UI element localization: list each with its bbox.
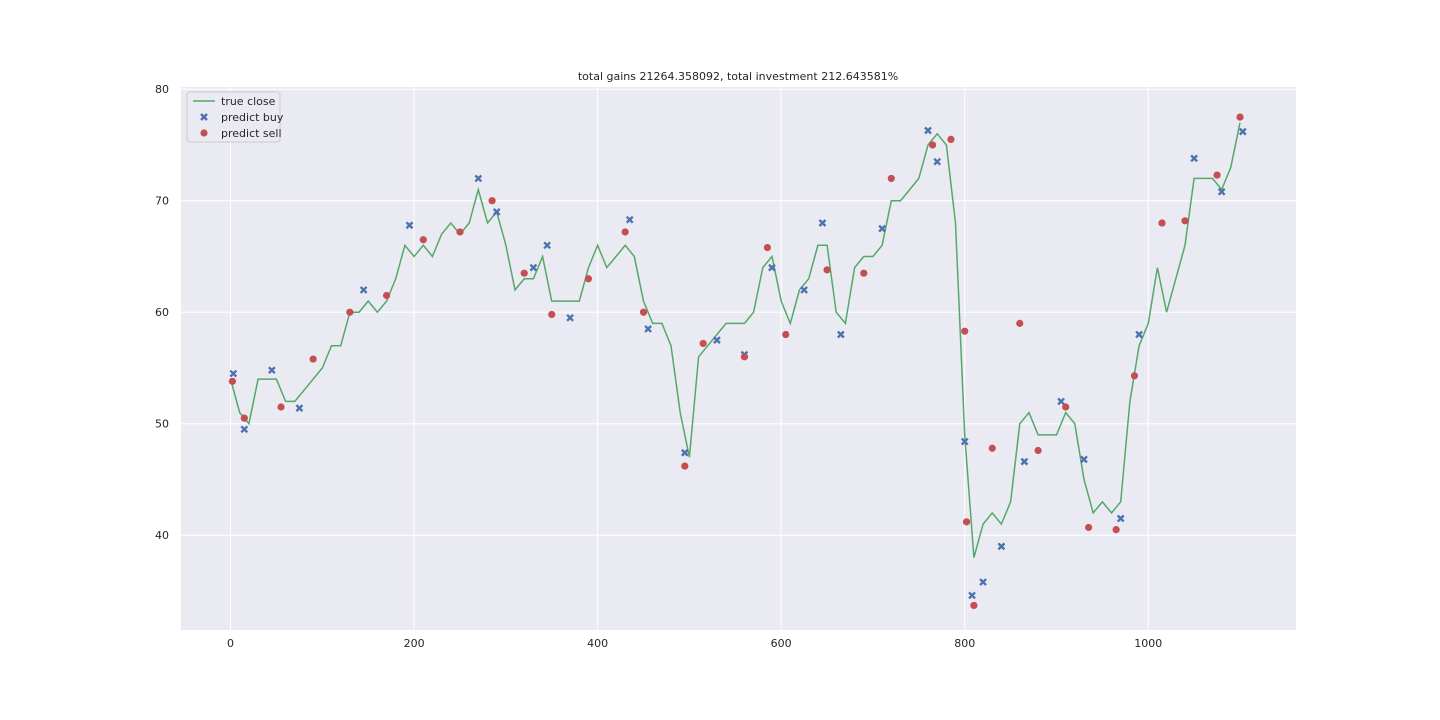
sell-marker — [1034, 446, 1042, 455]
sell-marker — [1062, 403, 1070, 411]
buy-marker — [492, 208, 501, 216]
sell-marker — [699, 339, 707, 348]
price-line — [229, 122, 1241, 558]
y-tick-label: 50 — [155, 418, 169, 431]
y-tick-label: 60 — [155, 306, 169, 319]
buy-marker — [979, 578, 987, 586]
plot-area — [181, 87, 1296, 630]
buy-marker — [405, 221, 414, 230]
legend-label: predict buy — [221, 111, 284, 124]
buy-marker — [240, 425, 249, 434]
buy-marker — [625, 215, 634, 224]
y-tick-label: 80 — [155, 83, 169, 96]
legend: true close predict buy predict sell — [186, 91, 284, 143]
sell-marker — [277, 403, 285, 411]
sell-marker — [740, 353, 749, 361]
sell-marker — [970, 601, 978, 610]
sell-marker — [419, 236, 427, 244]
x-tick-label: 1000 — [1134, 637, 1162, 650]
legend-marker — [200, 129, 208, 137]
x-tick-label: 200 — [404, 637, 425, 650]
x-tick-label: 600 — [771, 637, 792, 650]
x-tick-label: 800 — [954, 637, 975, 650]
sell-marker — [520, 269, 528, 277]
sell-marker — [1130, 372, 1139, 380]
sell-marker — [456, 228, 464, 236]
buy-marker — [680, 448, 689, 457]
sell-marker — [860, 269, 868, 277]
buy-marker — [924, 126, 932, 135]
buy-marker — [1238, 127, 1247, 136]
sell-marker — [639, 308, 648, 316]
buy-marker — [800, 286, 808, 294]
buy-marker — [268, 366, 276, 375]
sell-marker — [988, 444, 996, 452]
buy-marker — [818, 219, 827, 227]
sell-marker — [961, 327, 969, 335]
sell-marker — [962, 518, 971, 526]
y-tick-label: 70 — [155, 195, 169, 208]
buy-marker — [529, 263, 538, 272]
buy-marker — [968, 591, 976, 600]
sell-marker — [1213, 171, 1221, 179]
sell-marker — [681, 462, 689, 470]
buy-marker — [836, 330, 845, 339]
sell-marker — [1085, 523, 1093, 532]
buy-marker — [768, 263, 776, 272]
legend-box — [186, 91, 281, 143]
buy-marker — [295, 404, 304, 412]
sell-marker — [782, 330, 790, 339]
sell-marker — [1016, 319, 1024, 327]
buy-marker — [1116, 514, 1125, 523]
buy-marker — [997, 542, 1006, 551]
buy-marker — [933, 157, 942, 166]
sell-marker — [928, 141, 937, 149]
sell-marker — [228, 377, 236, 385]
x-tick-label: 400 — [587, 637, 608, 650]
legend-marker — [200, 113, 208, 121]
buy-marker — [1190, 154, 1198, 163]
sell-marker — [887, 174, 895, 183]
sell-marker — [548, 310, 556, 319]
buy-marker — [1020, 457, 1029, 466]
sell-marker — [947, 135, 955, 144]
buy-marker — [474, 174, 483, 183]
sell-marker — [382, 291, 391, 300]
buy-marker — [543, 241, 552, 250]
legend-label: true close — [221, 95, 276, 108]
y-tick-label: 40 — [155, 529, 169, 542]
buy-marker — [1080, 455, 1088, 464]
buy-marker — [878, 224, 886, 233]
sell-marker — [309, 355, 317, 363]
sell-marker — [584, 275, 593, 283]
buy-marker — [713, 336, 721, 344]
sell-marker — [823, 266, 831, 274]
buy-marker — [1217, 187, 1226, 196]
buy-marker — [644, 325, 652, 333]
sell-marker — [488, 197, 496, 205]
buy-marker — [566, 313, 574, 322]
buy-marker — [359, 286, 368, 294]
buy-marker — [1135, 330, 1143, 339]
buy-marker — [960, 437, 969, 446]
sell-marker — [1181, 217, 1189, 225]
sell-marker — [240, 414, 248, 422]
chart-title: total gains 21264.358092, total investme… — [578, 70, 898, 83]
sell-marker — [763, 243, 772, 252]
buy-marker — [1057, 397, 1065, 406]
x-tick-label: 0 — [227, 637, 234, 650]
sell-marker — [346, 308, 354, 316]
sell-marker — [621, 228, 629, 236]
legend-label: predict sell — [221, 127, 282, 140]
sell-marker — [1236, 113, 1244, 121]
buy-marker — [229, 369, 238, 378]
sell-marker — [1158, 219, 1166, 227]
sell-marker — [1112, 526, 1120, 534]
